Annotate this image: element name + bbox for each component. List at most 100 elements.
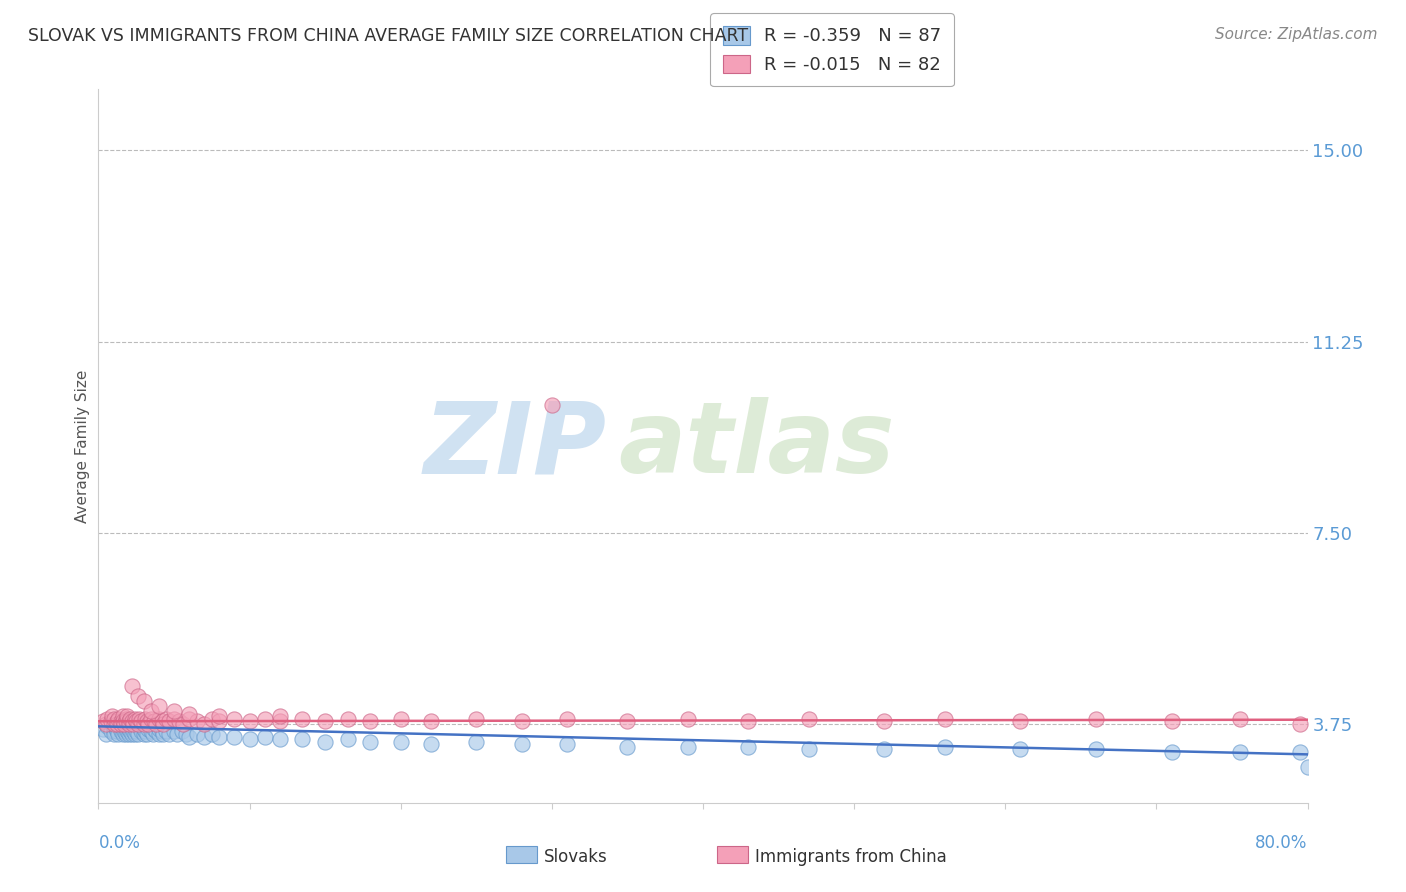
Point xyxy=(103,724,125,739)
Point xyxy=(389,734,412,748)
Point xyxy=(111,709,134,723)
Point xyxy=(142,727,165,741)
Point xyxy=(135,714,157,729)
Point xyxy=(129,714,152,729)
Point xyxy=(155,724,177,739)
Point xyxy=(115,709,138,723)
Point xyxy=(96,719,118,733)
Point xyxy=(208,714,231,729)
Point xyxy=(555,712,578,726)
Point xyxy=(510,737,533,751)
Point xyxy=(105,722,128,736)
Point xyxy=(145,716,167,731)
Point xyxy=(360,734,382,748)
Point xyxy=(121,727,143,741)
Point xyxy=(1010,714,1032,729)
Point xyxy=(224,712,246,726)
Point xyxy=(163,712,186,726)
Point xyxy=(114,727,136,741)
Point xyxy=(224,730,246,744)
Text: atlas: atlas xyxy=(619,398,894,494)
Point xyxy=(125,722,148,736)
Point xyxy=(111,719,134,733)
Point xyxy=(94,716,117,731)
Point xyxy=(540,398,562,412)
Point xyxy=(122,716,145,731)
Point xyxy=(253,730,276,744)
Legend: R = -0.359   N = 87, R = -0.015   N = 82: R = -0.359 N = 87, R = -0.015 N = 82 xyxy=(710,13,955,87)
Point xyxy=(111,727,134,741)
Point xyxy=(94,727,117,741)
Point xyxy=(166,727,188,741)
Point xyxy=(1289,716,1312,731)
Point xyxy=(155,712,177,726)
Point xyxy=(148,712,170,726)
Point xyxy=(120,712,142,726)
Point xyxy=(1289,745,1312,759)
Text: 0.0%: 0.0% xyxy=(98,834,141,852)
Point xyxy=(141,712,163,726)
Point xyxy=(132,727,155,741)
Point xyxy=(1010,742,1032,756)
Point xyxy=(112,716,135,731)
Point xyxy=(420,737,443,751)
Point xyxy=(141,724,163,739)
Point xyxy=(110,722,132,736)
Point xyxy=(121,719,143,733)
Point xyxy=(127,689,149,703)
Point xyxy=(100,714,122,729)
Point xyxy=(616,714,638,729)
Point xyxy=(112,724,135,739)
Point xyxy=(152,716,174,731)
Point xyxy=(239,732,262,747)
Point xyxy=(555,737,578,751)
Point xyxy=(136,722,159,736)
Point xyxy=(1085,742,1108,756)
Point xyxy=(115,724,138,739)
Point xyxy=(105,716,128,731)
Point xyxy=(128,712,150,726)
Point xyxy=(143,722,166,736)
Point xyxy=(152,727,174,741)
Point xyxy=(124,727,146,741)
Point xyxy=(314,714,336,729)
Point xyxy=(118,714,141,729)
Point xyxy=(360,714,382,729)
Point xyxy=(314,734,336,748)
Point xyxy=(114,719,136,733)
Point xyxy=(163,704,186,718)
Point xyxy=(114,712,136,726)
Point xyxy=(122,724,145,739)
Point xyxy=(179,730,201,744)
Point xyxy=(269,714,291,729)
Point xyxy=(103,727,125,741)
Text: Slovaks: Slovaks xyxy=(544,848,607,866)
Point xyxy=(100,724,122,739)
Point xyxy=(145,724,167,739)
Point xyxy=(125,719,148,733)
Point xyxy=(105,724,128,739)
Point xyxy=(676,739,699,754)
Point xyxy=(797,712,820,726)
Point xyxy=(121,714,143,729)
Point xyxy=(125,714,148,729)
Point xyxy=(129,722,152,736)
Point xyxy=(110,724,132,739)
Text: Immigrants from China: Immigrants from China xyxy=(755,848,946,866)
Point xyxy=(167,714,190,729)
Point xyxy=(510,714,533,729)
Point xyxy=(465,712,488,726)
Point xyxy=(193,730,215,744)
Point xyxy=(132,722,155,736)
Point xyxy=(129,724,152,739)
Point xyxy=(134,724,156,739)
Point xyxy=(934,739,956,754)
Point xyxy=(873,742,896,756)
Point xyxy=(201,727,224,741)
Point xyxy=(96,712,118,726)
Point xyxy=(174,727,197,741)
Point xyxy=(208,730,231,744)
Point xyxy=(737,739,759,754)
Point xyxy=(134,712,156,726)
Point xyxy=(291,732,314,747)
